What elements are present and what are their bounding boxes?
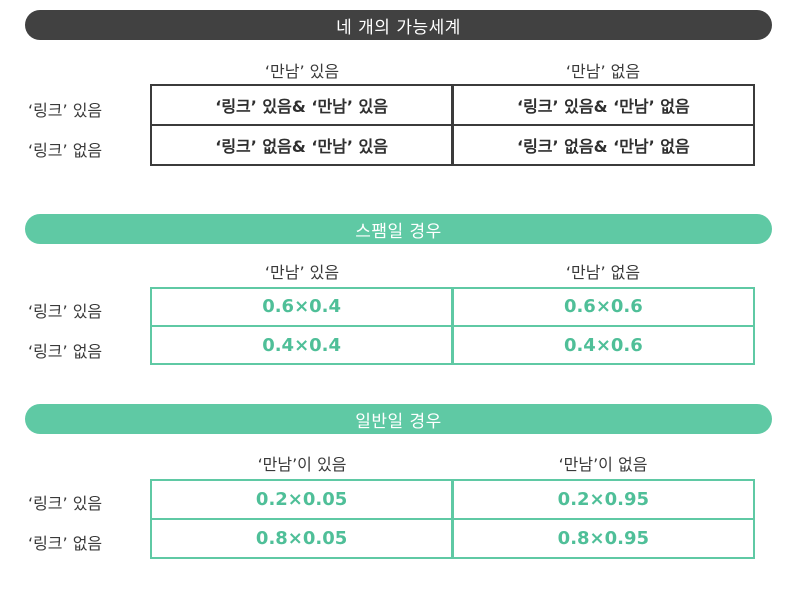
table-cell: 0.6×0.4 — [152, 289, 452, 325]
column-header: ‘만남’ 없음 — [565, 263, 641, 282]
section-title: 일반일 경우 — [355, 411, 442, 432]
row-header: ‘링크’ 있음 — [28, 101, 103, 120]
normal-probability-table: 0.2×0.05 0.2×0.95 0.8×0.05 0.8×0.95 — [150, 479, 755, 559]
section-title: 네 개의 가능세계 — [336, 17, 461, 38]
table-cell: ‘링크’ 있음& ‘만남’ 없음 — [453, 86, 753, 124]
column-header: ‘만남’이 없음 — [558, 455, 648, 474]
section-banner: 네 개의 가능세계 — [25, 10, 772, 40]
section-title: 스팸일 경우 — [355, 221, 442, 242]
table-cell: 0.8×0.95 — [453, 520, 753, 557]
section-banner: 스팸일 경우 — [25, 214, 772, 244]
column-header: ‘만남’이 있음 — [257, 455, 347, 474]
table-cell: ‘링크’ 없음& ‘만남’ 없음 — [453, 126, 753, 164]
row-header: ‘링크’ 없음 — [28, 534, 103, 553]
table-cell: 0.2×0.05 — [152, 481, 452, 518]
row-header: ‘링크’ 있음 — [28, 494, 103, 513]
column-header: ‘만남’ 있음 — [264, 263, 340, 282]
section-banner: 일반일 경우 — [25, 404, 772, 434]
table-cell: ‘링크’ 있음& ‘만남’ 있음 — [152, 86, 452, 124]
table-cell: 0.6×0.6 — [453, 289, 753, 325]
possible-worlds-table: ‘링크’ 있음& ‘만남’ 있음 ‘링크’ 있음& ‘만남’ 없음 ‘링크’ 없… — [150, 84, 755, 166]
row-header: ‘링크’ 없음 — [28, 141, 103, 160]
spam-probability-table: 0.6×0.4 0.6×0.6 0.4×0.4 0.4×0.6 — [150, 287, 755, 365]
table-cell: 0.8×0.05 — [152, 520, 452, 557]
table-cell: 0.2×0.95 — [453, 481, 753, 518]
column-header: ‘만남’ 있음 — [264, 62, 340, 81]
row-header: ‘링크’ 없음 — [28, 342, 103, 361]
row-header: ‘링크’ 있음 — [28, 302, 103, 321]
table-cell: 0.4×0.4 — [152, 327, 452, 363]
table-cell: 0.4×0.6 — [453, 327, 753, 363]
column-header: ‘만남’ 없음 — [565, 62, 641, 81]
table-cell: ‘링크’ 없음& ‘만남’ 있음 — [152, 126, 452, 164]
